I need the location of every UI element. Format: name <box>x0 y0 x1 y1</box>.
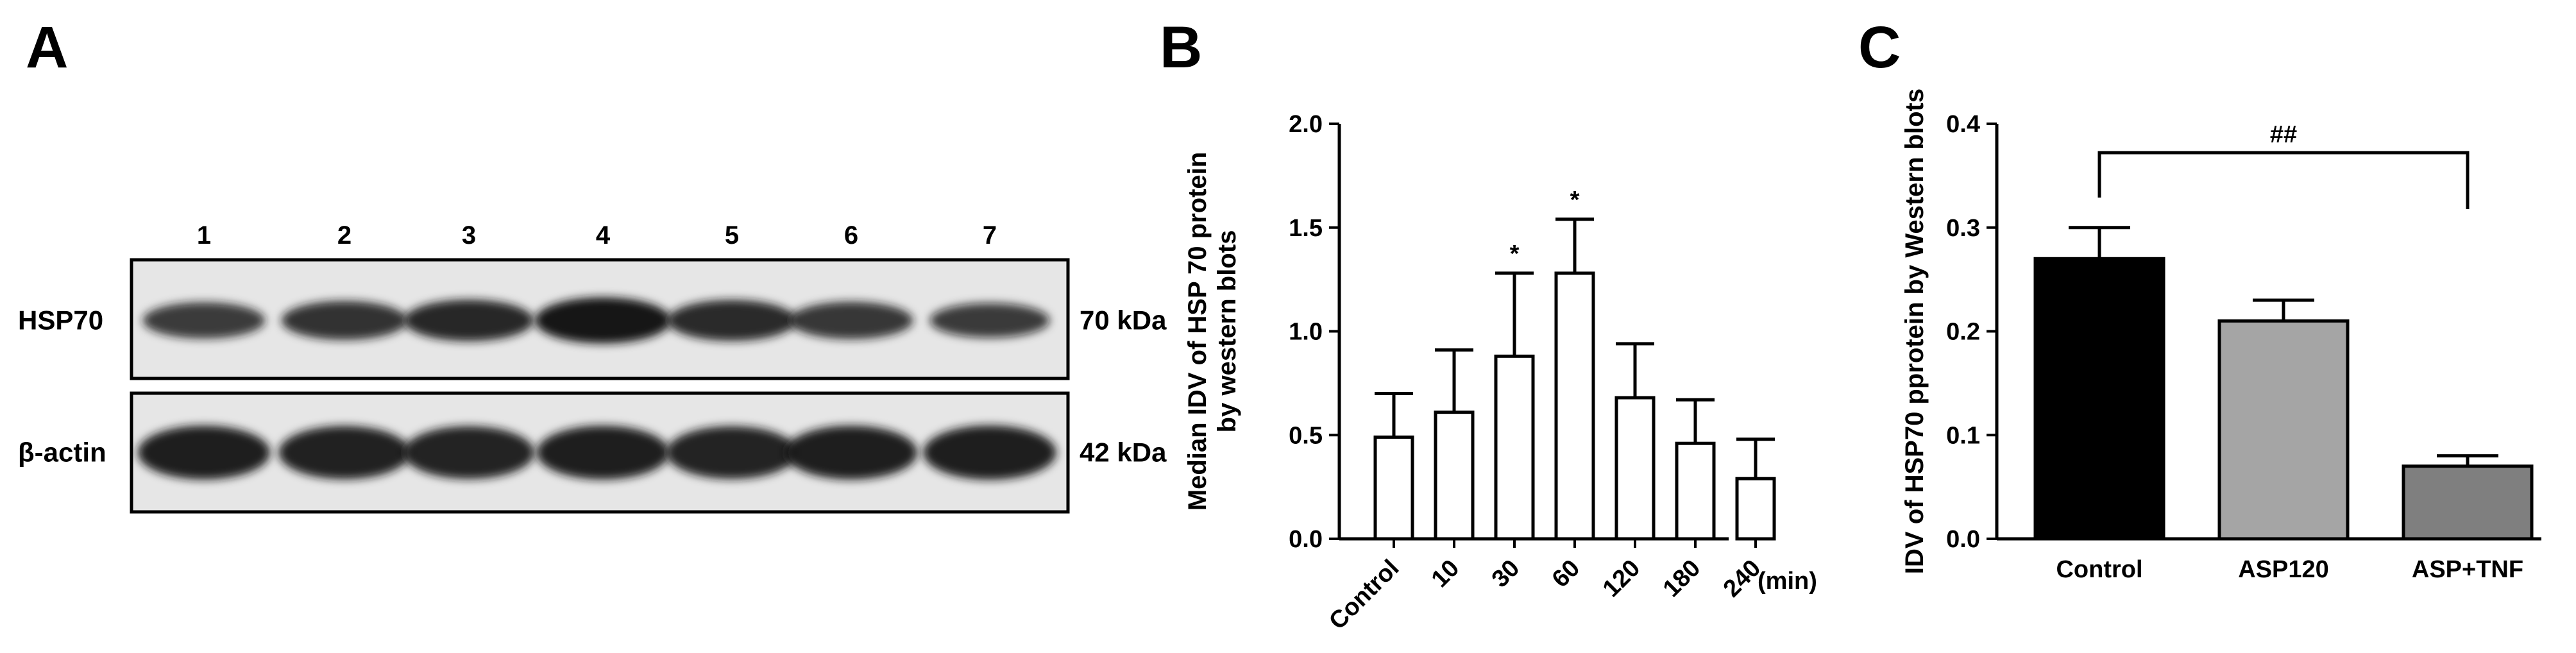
panel-letter-b: B <box>1160 15 1202 80</box>
molecular-weight-label: 70 kDa <box>1080 305 1167 335</box>
y-tick-label: 0.4 <box>1946 111 1980 138</box>
lane-label: 7 <box>983 221 997 250</box>
protein-label: β-actin <box>18 437 106 468</box>
blot-row <box>130 391 1070 514</box>
blot-band <box>929 303 1050 338</box>
bar <box>2402 464 2534 541</box>
comparison-bracket <box>2097 151 2470 209</box>
significance-marker: * <box>1570 187 1580 214</box>
x-tick-label-group: 180 <box>1658 555 1706 603</box>
svg-text:by western blots: by western blots <box>1213 230 1241 433</box>
blot-band <box>137 425 271 480</box>
bar <box>1373 435 1414 541</box>
blot-band <box>535 297 671 344</box>
x-tick-label-group: 30 <box>1487 555 1525 593</box>
comparison-label: ## <box>2270 121 2297 148</box>
panel-letter-c: C <box>1858 15 1901 80</box>
bar <box>1434 411 1475 541</box>
x-tick-label: ASP120 <box>2238 556 2329 583</box>
blot-band <box>789 301 913 339</box>
y-axis-title: IDV of HSP70 pprotein by Western blots <box>1901 89 1929 574</box>
bar <box>1494 354 1535 541</box>
y-tick-label: 0.5 <box>1289 422 1323 449</box>
molecular-weight-label: 42 kDa <box>1080 437 1167 468</box>
x-tick-label: 10 <box>1427 555 1465 593</box>
lane-label: 2 <box>337 221 352 250</box>
lane-label: 5 <box>725 221 739 250</box>
x-tick-label: 180 <box>1658 555 1706 603</box>
blot-band <box>142 302 266 339</box>
y-tick-label: 2.0 <box>1289 111 1323 138</box>
blot-band <box>667 300 797 341</box>
chart-c: 0.0 0.1 0.2 0.3 0.4 IDV of HSP70 pprotein by … <box>1901 89 2541 583</box>
bar <box>1554 271 1595 541</box>
significance-marker: * <box>1510 241 1520 267</box>
x-tick-label: 120 <box>1598 555 1646 603</box>
svg-text:Median IDV of HSP 70 protein: Median IDV of HSP 70 protein <box>1183 152 1212 511</box>
lane-label: 1 <box>197 221 211 250</box>
y-axis-title-text: IDV of HSP70 pprotein by Western blots <box>1901 89 1929 574</box>
y-axis-title: Median IDV of HSP 70 protein by western b… <box>1183 152 1241 511</box>
y-tick-label: 0.1 <box>1946 422 1980 449</box>
bar <box>1614 396 1656 541</box>
x-tick-label: Control <box>1324 555 1404 635</box>
y-tick-label: 1.5 <box>1289 215 1323 242</box>
y-tick-label: 0.3 <box>1946 215 1980 242</box>
x-tick-label-group: Control <box>1324 555 1404 635</box>
blot-band <box>784 425 918 480</box>
y-tick-label: 1.0 <box>1289 319 1323 346</box>
protein-label: HSP70 <box>18 305 103 335</box>
x-tick-label-group: 10 <box>1427 555 1465 593</box>
lane-label: 3 <box>462 221 476 250</box>
blot-band <box>278 425 411 480</box>
chart-b: 0.0 0.5 1.0 1.5 2.0 Median IDV of HSP 70 prot… <box>1183 111 1817 635</box>
y-tick-label: 0.0 <box>1946 526 1980 553</box>
x-tick-label: 60 <box>1547 555 1586 593</box>
x-tick-label: 30 <box>1487 555 1525 593</box>
panel-letter-a: A <box>26 15 68 80</box>
y-tick-label: 0.0 <box>1289 526 1323 553</box>
blot-band <box>403 426 535 479</box>
y-tick-label: 0.2 <box>1946 319 1980 346</box>
x-tick-label-group: 60 <box>1547 555 1586 593</box>
blot-band <box>923 425 1056 480</box>
blot-band <box>536 425 670 480</box>
x-tick-label: Control <box>2056 556 2142 583</box>
western-blot-panel: 1 2 3 4 5 6 7 HSP70 70 kDa β-actin 42 kDa <box>18 221 1167 514</box>
x-tick-label: ASP+TNF <box>2412 556 2523 583</box>
blot-band <box>666 426 798 479</box>
bar <box>2217 319 2350 541</box>
blot-row <box>130 258 1070 380</box>
blot-band <box>281 301 408 340</box>
blot-band <box>404 300 534 341</box>
lane-label: 4 <box>596 221 611 250</box>
bar <box>2033 257 2165 541</box>
x-axis-unit: (min) <box>1758 568 1817 595</box>
x-tick-label-group: 120 <box>1598 555 1646 603</box>
bar <box>1735 477 1776 541</box>
bar <box>1675 441 1716 541</box>
lane-label: 6 <box>844 221 858 250</box>
